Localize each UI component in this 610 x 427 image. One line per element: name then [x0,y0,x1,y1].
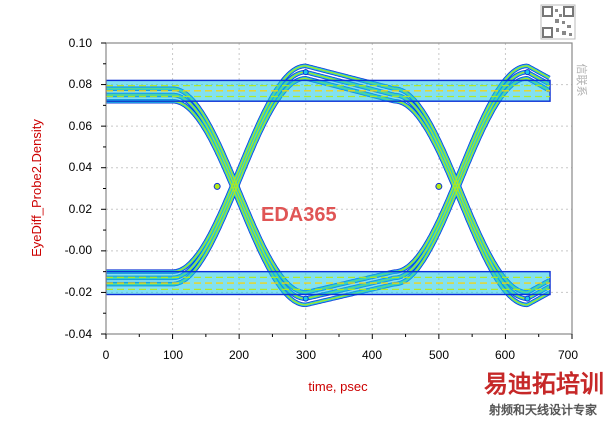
watermark-brand: 易迪拓培训 [484,370,604,398]
y-tick-label: -0.02 [65,285,93,299]
eye-trace-rising [106,65,550,294]
eye-peak-point [302,295,309,302]
y-tick-label: -0.04 [65,327,93,341]
x-tick-label: 500 [429,348,449,362]
watermark-side-text: 信联系 [575,64,588,97]
eye-peak-point [302,69,309,76]
eye-peak-point [524,295,531,302]
y-tick-label: 0.06 [69,119,93,133]
x-tick-label: 300 [296,348,316,362]
eye-trace-falling [106,77,550,306]
eye-crossing-point [435,182,443,190]
qr-code-icon [540,4,576,40]
eye-density-traces [106,63,551,308]
y-tick-label: 0.02 [69,202,93,216]
y-tick-label: 0.08 [69,77,93,91]
y-tick-label: 0.04 [69,160,93,174]
x-axis-title: time, psec [308,379,368,394]
eye-peak-point [524,69,531,76]
x-tick-label: 0 [103,348,110,362]
watermark-subtitle: 射频和天线设计专家 [488,402,598,417]
x-tick-label: 400 [362,348,382,362]
y-tick-label: 0.10 [69,36,93,50]
axis-ticks [101,42,573,339]
y-axis-title: EyeDiff_Probe2.Density [29,119,44,257]
x-tick-label: 200 [229,348,249,362]
eda365-overlay-label: EDA365 [261,204,337,226]
y-tick-label: -0.00 [65,243,93,257]
x-tick-label: 100 [163,348,183,362]
x-tick-label: 600 [495,348,515,362]
eye-crossing-point [213,182,221,190]
x-tick-label: 700 [558,348,578,362]
